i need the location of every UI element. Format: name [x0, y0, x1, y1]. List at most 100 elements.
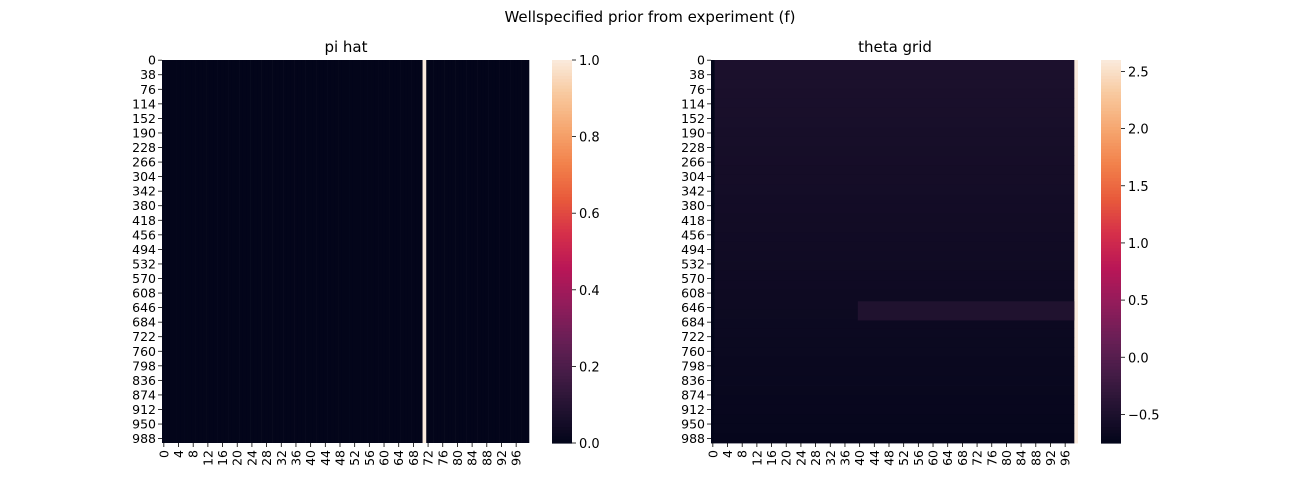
colorbar-segment	[552, 190, 572, 195]
colorbar-segment	[1101, 391, 1121, 396]
colorbar-segment	[1101, 267, 1121, 272]
colorbar-tick-label: 0.0	[579, 437, 600, 452]
heatmap-cell	[1074, 69, 1078, 80]
colorbar-segment	[552, 318, 572, 323]
heatmap-column	[341, 60, 346, 443]
colorbar-segment	[1101, 436, 1121, 441]
x-tick-label: 80	[450, 450, 465, 466]
colorbar-segment	[552, 321, 572, 326]
heatmap-cell	[714, 107, 1075, 118]
colorbar-segment	[552, 328, 572, 332]
y-tick-label: 342	[132, 184, 156, 199]
heatmap-cell	[714, 136, 1075, 147]
heatmap-cell	[1074, 79, 1078, 90]
y-tick-label: 418	[681, 213, 705, 228]
colorbar-segment	[1101, 427, 1121, 431]
heatmap-cell	[711, 88, 715, 99]
colorbar-segment	[552, 104, 572, 109]
colorbar-segment	[1101, 197, 1121, 202]
colorbar-segment	[552, 127, 572, 131]
x-tick-label: 92	[1043, 450, 1058, 466]
colorbar-segment	[1101, 190, 1121, 195]
colorbar-segment	[552, 308, 572, 313]
heatmap-cell	[711, 184, 715, 195]
colorbar-segment	[552, 111, 572, 115]
colorbar-segment	[1101, 350, 1121, 355]
colorbar-segment	[552, 187, 572, 192]
y-tick-label: 950	[681, 417, 705, 432]
colorbar-segment	[1101, 181, 1121, 186]
colorbar-segment	[1101, 194, 1121, 198]
colorbar-segment	[1101, 210, 1121, 214]
y-tick-label: 380	[132, 198, 156, 213]
y-tick-label: 798	[681, 358, 705, 373]
y-tick-label: 760	[681, 344, 705, 359]
y-axis-pi-hat: 0387611415219022826630434238041845649453…	[132, 53, 162, 446]
colorbar-segment	[1101, 219, 1121, 224]
heatmap-cell	[1074, 222, 1078, 233]
heatmap-cell	[714, 60, 1075, 70]
heatmap-column	[514, 60, 519, 443]
heatmap-cell	[711, 98, 715, 109]
colorbar-segment	[552, 420, 572, 425]
heatmap-band	[857, 301, 1075, 321]
x-axis-pi-hat: 0 4 8 12 16 20 24 28 32 36 40 44 48 52 56 60 64 68 72 76 80 8…	[156, 443, 524, 466]
colorbar-segment	[552, 197, 572, 202]
x-tick-label: 4	[171, 450, 186, 458]
colorbar-segment	[1101, 395, 1121, 399]
colorbar-segment	[552, 139, 572, 144]
heatmap-column	[451, 60, 456, 443]
colorbar-segment	[552, 200, 572, 205]
heatmap-cell	[714, 385, 1075, 396]
heatmap-column	[323, 60, 328, 443]
heatmap-cell	[711, 222, 715, 233]
colorbar-segment	[1101, 356, 1121, 361]
colorbar-segment	[552, 286, 572, 291]
heatmap-cell	[1074, 414, 1078, 425]
colorbar-segment	[552, 344, 572, 348]
colorbar-segment	[1101, 72, 1121, 77]
colorbar-segment	[552, 430, 572, 435]
x-tick-label: 44	[867, 450, 882, 466]
colorbar-segment	[1101, 165, 1121, 170]
x-tick-label: 24	[244, 450, 259, 466]
colorbar-segment	[552, 315, 572, 320]
colorbar-segment	[1101, 216, 1121, 221]
colorbar-segment	[1101, 248, 1121, 253]
y-tick-label: 646	[681, 300, 705, 315]
heatmap-cell	[1074, 203, 1078, 214]
colorbar-segment	[1101, 328, 1121, 332]
colorbar-segment	[1101, 142, 1121, 147]
x-tick-label: 76	[435, 450, 450, 466]
y-axis-theta-grid: 0387611415219022826630434238041845649453…	[681, 53, 711, 446]
heatmap-column	[360, 60, 365, 443]
heatmap-cell	[711, 60, 715, 70]
y-tick-label: 570	[132, 271, 156, 286]
heatmap-column	[473, 60, 478, 443]
colorbar-segment	[1101, 347, 1121, 352]
colorbar-segment	[552, 305, 572, 310]
colorbar-segment	[1101, 337, 1121, 342]
x-tick-label: 68	[955, 450, 970, 466]
y-tick-label: 190	[681, 125, 705, 140]
colorbar-tick-label: −0.5	[1128, 408, 1160, 423]
heatmap-column	[385, 60, 390, 443]
colorbar-segment	[1101, 420, 1121, 425]
colorbar-segment	[1101, 286, 1121, 291]
colorbar-segment	[1101, 318, 1121, 323]
colorbar-segment	[1101, 171, 1121, 176]
x-tick-label: 8	[186, 450, 201, 458]
y-tick-label: 950	[132, 417, 156, 432]
colorbar-segment	[1101, 79, 1121, 83]
heatmap-cell	[1074, 280, 1078, 291]
colorbar-segment	[1101, 404, 1121, 409]
y-tick-label: 722	[681, 329, 705, 344]
colorbar-segment	[552, 414, 572, 419]
x-tick-label: 52	[347, 450, 362, 466]
colorbar-segment	[1101, 366, 1121, 371]
colorbar-segment	[1101, 292, 1121, 297]
colorbar-segment	[552, 66, 572, 71]
colorbar-segment	[552, 350, 572, 355]
colorbar-tick-label: 0.4	[579, 284, 600, 299]
heatmap-cell	[1074, 270, 1078, 281]
